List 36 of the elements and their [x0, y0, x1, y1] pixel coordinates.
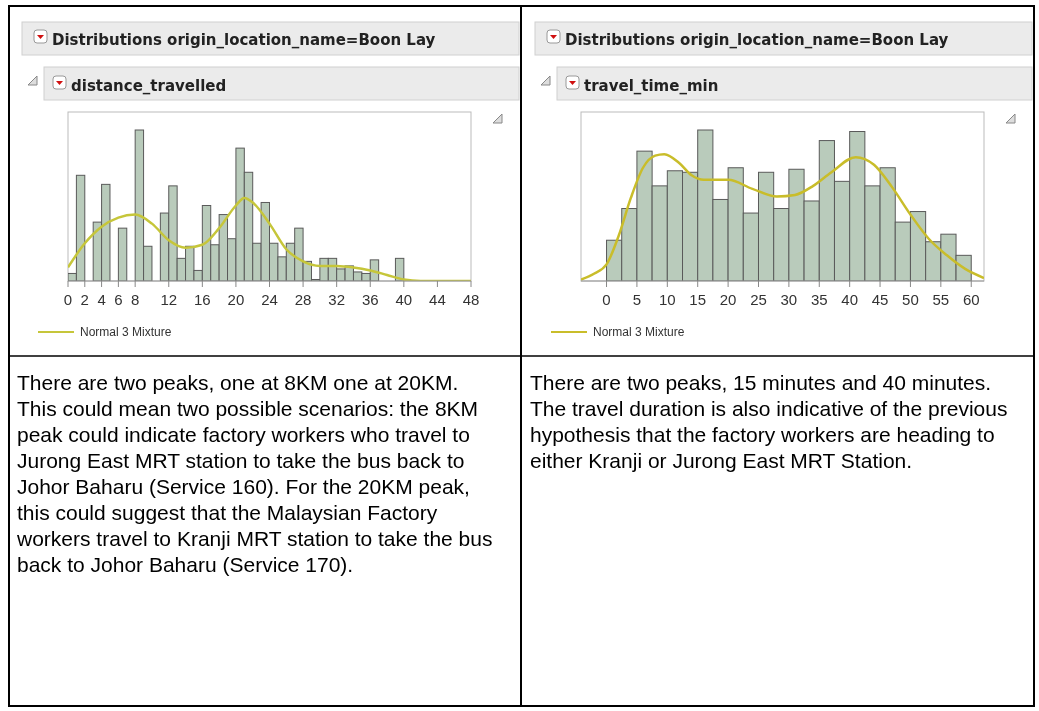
x-tick-label: 24: [261, 291, 278, 308]
chart-subtitle: distance_travelled: [71, 77, 227, 95]
legend-label: Normal 3 Mixture: [80, 325, 172, 339]
x-tick-label: 36: [361, 291, 379, 308]
text: There are two peaks, one at 8KM one at 20KM. This could mean two possible scenarios: the 8KM peak could indicate factory workers who travel to Jurong East MRT station to take the bus back to Johor Baharu (Service 160). For the 20KM peak, this could suggest that the Malaysian Factory workers travel to Kranji MRT station to take the bus back to Johor Baharu (Service 170).: [16, 371, 493, 576]
x-tick-label: 25: [750, 291, 767, 308]
x-tick-label: 30: [780, 291, 798, 308]
text: There are two peaks, 15 minutes and 40 minutes. The travel duration is also indicative of the previous hypothesis that the factory workers are heading to either Kranji or Jurong East MRT Station.: [530, 371, 1008, 472]
x-tick-label: 48: [462, 291, 480, 308]
x-tick-label: 35: [810, 291, 828, 308]
x-tick-label: 40: [841, 291, 859, 308]
x-tick-label: 55: [932, 291, 950, 308]
x-tick-label: 6: [114, 291, 123, 308]
x-tick-label: 45: [871, 291, 889, 308]
x-tick-label: 20: [719, 291, 737, 308]
x-tick-label: 4: [97, 291, 106, 308]
x-tick-label: 20: [227, 291, 245, 308]
x-tick-label: 0: [63, 291, 73, 308]
chart-title: Distributions origin_location_name=Boon Lay: [565, 31, 949, 49]
x-tick-label: 8: [130, 291, 140, 308]
x-tick-label: 50: [902, 291, 919, 308]
x-tick-label: 5: [632, 291, 642, 308]
chart-title: Distributions origin_location_name=Boon Lay: [52, 31, 436, 49]
x-tick-label: 60: [962, 291, 980, 308]
x-tick-label: 15: [689, 291, 707, 308]
chart-subtitle: travel_time_min: [584, 77, 719, 95]
x-tick-label: 28: [294, 291, 312, 308]
x-tick-label: 44: [429, 291, 446, 308]
x-tick-label: 2: [80, 291, 89, 308]
x-tick-label: 16: [193, 291, 211, 308]
legend-label: Normal 3 Mixture: [593, 325, 685, 339]
x-tick-label: 32: [328, 291, 346, 308]
x-tick-label: 12: [160, 291, 178, 308]
x-tick-label: 0: [602, 291, 611, 308]
x-tick-label: 10: [658, 291, 676, 308]
x-tick-label: 40: [395, 291, 413, 308]
